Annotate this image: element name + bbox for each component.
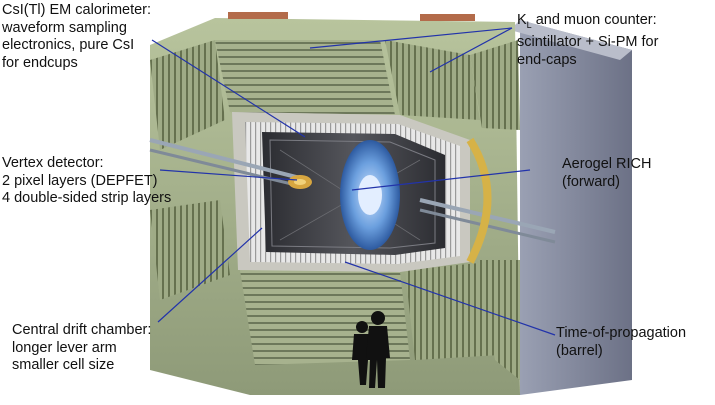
label-subscript: L <box>526 19 532 30</box>
pointer-klm-2 <box>429 27 513 73</box>
label-klm: KL and muon counter: scintillator + Si-P… <box>517 12 658 69</box>
label-text: Vertex detector: <box>2 155 104 171</box>
pointer-klm-1 <box>309 27 513 49</box>
label-text: waveform sampling <box>2 19 127 36</box>
label-csi-calorimeter: CsI(Tl) EM calorimeter: waveform samplin… <box>2 2 151 72</box>
pointer-vertex <box>159 169 298 181</box>
label-time-of-propagation: Time-of-propagation (barrel) <box>556 325 686 360</box>
label-text: longer lever arm <box>12 339 117 356</box>
label-text: CsI(Tl) EM calorimeter: <box>2 2 152 18</box>
pointer-csi <box>151 39 306 138</box>
label-aerogel-rich: Aerogel RICH (forward) <box>562 156 651 191</box>
endcap-ring <box>466 137 492 264</box>
label-text: scintillator + Si-PM for <box>517 34 659 51</box>
label-text: (forward) <box>562 173 621 190</box>
people-silhouettes <box>352 311 390 388</box>
pointer-arich <box>351 169 531 191</box>
label-text: (barrel) <box>556 342 603 359</box>
label-text: end-caps <box>517 51 577 68</box>
label-text: and muon counter: <box>531 12 657 28</box>
label-text: 4 double-sided strip layers <box>2 190 172 206</box>
label-text: Time-of-propagation <box>556 325 687 341</box>
pointer-top <box>344 261 556 336</box>
label-text: Aerogel RICH <box>562 156 652 172</box>
pointer-cdc <box>157 227 263 323</box>
label-vertex-detector: Vertex detector: 2 pixel layers (DEPFET)… <box>2 155 171 208</box>
label-text: K <box>517 12 527 28</box>
pointer-lines <box>151 27 556 336</box>
label-text: smaller cell size <box>12 357 115 373</box>
outer-shell <box>510 20 632 395</box>
label-text: 2 pixel layers (DEPFET) <box>2 172 158 189</box>
vertex-detector <box>288 175 312 189</box>
label-text: Central drift chamber: <box>12 322 152 338</box>
label-text: for endcups <box>2 54 78 71</box>
label-text: electronics, pure CsI <box>2 37 135 53</box>
label-central-drift-chamber: Central drift chamber: longer lever arm … <box>12 322 151 375</box>
aerogel-rich <box>340 140 400 250</box>
